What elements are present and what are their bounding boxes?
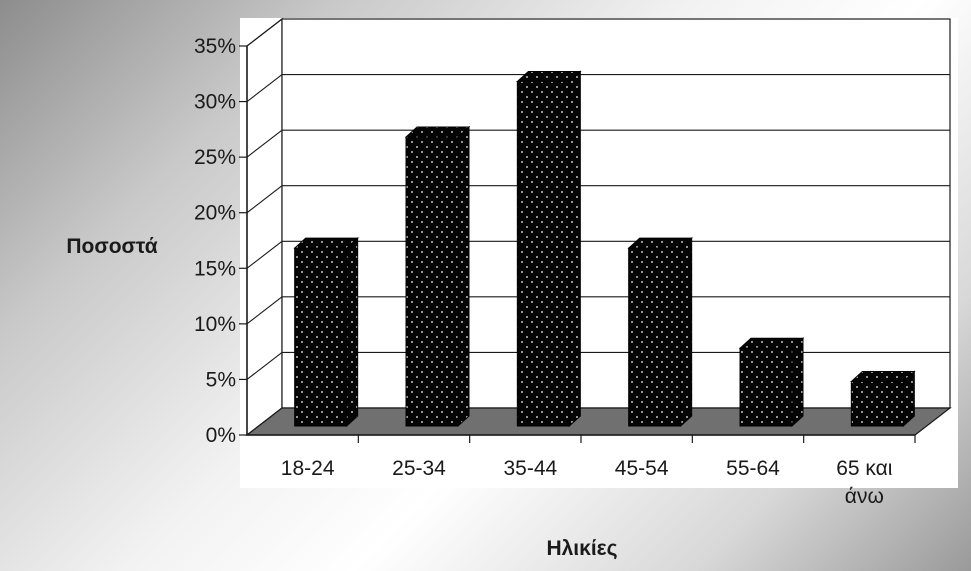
x-tick-label-line: άνω — [845, 485, 884, 508]
x-tick-label-line: 35-44 — [503, 457, 557, 480]
x-tick-label: 35-44 — [503, 457, 557, 480]
bar-front — [405, 136, 459, 427]
x-tick-label: 55-64 — [726, 457, 780, 480]
y-tick-label: 5% — [206, 368, 236, 391]
gridline-side — [246, 129, 283, 158]
gridline-side — [246, 240, 283, 269]
gridline-side — [246, 18, 283, 47]
bar-top — [850, 371, 916, 383]
bar-front — [850, 381, 904, 427]
y-tick-label: 0% — [206, 424, 236, 447]
x-tick-label: 25-34 — [392, 457, 446, 480]
y-tick-label: 30% — [194, 91, 236, 114]
x-tick-label: 45-54 — [615, 457, 669, 480]
x-tick-label-line: 55-64 — [726, 457, 780, 480]
bar-65 και άνω — [850, 370, 916, 428]
bar-45-54 — [627, 237, 693, 428]
x-tick-label-line: 65 και — [836, 457, 893, 480]
bar-side — [457, 125, 470, 428]
bar-side — [568, 70, 581, 428]
back-wall — [281, 18, 951, 409]
bar-front — [516, 80, 570, 427]
bar-front — [628, 247, 682, 427]
bar-35-44 — [516, 70, 582, 428]
y-tick-label: 15% — [194, 257, 236, 280]
x-tick-label: 65 και άνω — [836, 457, 893, 508]
y-tick-label: 20% — [194, 202, 236, 225]
bar-top — [627, 237, 693, 249]
bar-front — [739, 347, 793, 427]
bar-side — [791, 337, 804, 428]
bar-top — [738, 337, 805, 349]
gridline-side — [246, 296, 283, 325]
y-tick-label: 35% — [194, 35, 236, 58]
bar-top — [404, 126, 471, 138]
y-tick-label: 25% — [194, 146, 236, 169]
bar-side — [346, 237, 359, 428]
bar-front — [294, 247, 348, 427]
y-axis-title: Ποσοστά — [66, 235, 157, 258]
bar-side — [680, 237, 693, 428]
x-tick-label-line: 18-24 — [281, 457, 335, 480]
gridline-side — [246, 185, 283, 214]
gridline-side — [246, 74, 283, 103]
x-tick-label-line: 45-54 — [615, 457, 669, 480]
x-tick-label-line: 25-34 — [392, 457, 446, 480]
y-tick-label: 10% — [194, 313, 236, 336]
x-axis-title: Ηλικίες — [546, 537, 617, 560]
bar-top — [293, 237, 359, 249]
bar-top — [516, 70, 582, 82]
bar-25-34 — [404, 125, 471, 428]
x-tick-label: 18-24 — [281, 457, 335, 480]
bar-55-64 — [738, 337, 805, 428]
gridline-side — [246, 351, 283, 380]
bar-18-24 — [293, 237, 359, 428]
side-wall — [246, 17, 283, 437]
